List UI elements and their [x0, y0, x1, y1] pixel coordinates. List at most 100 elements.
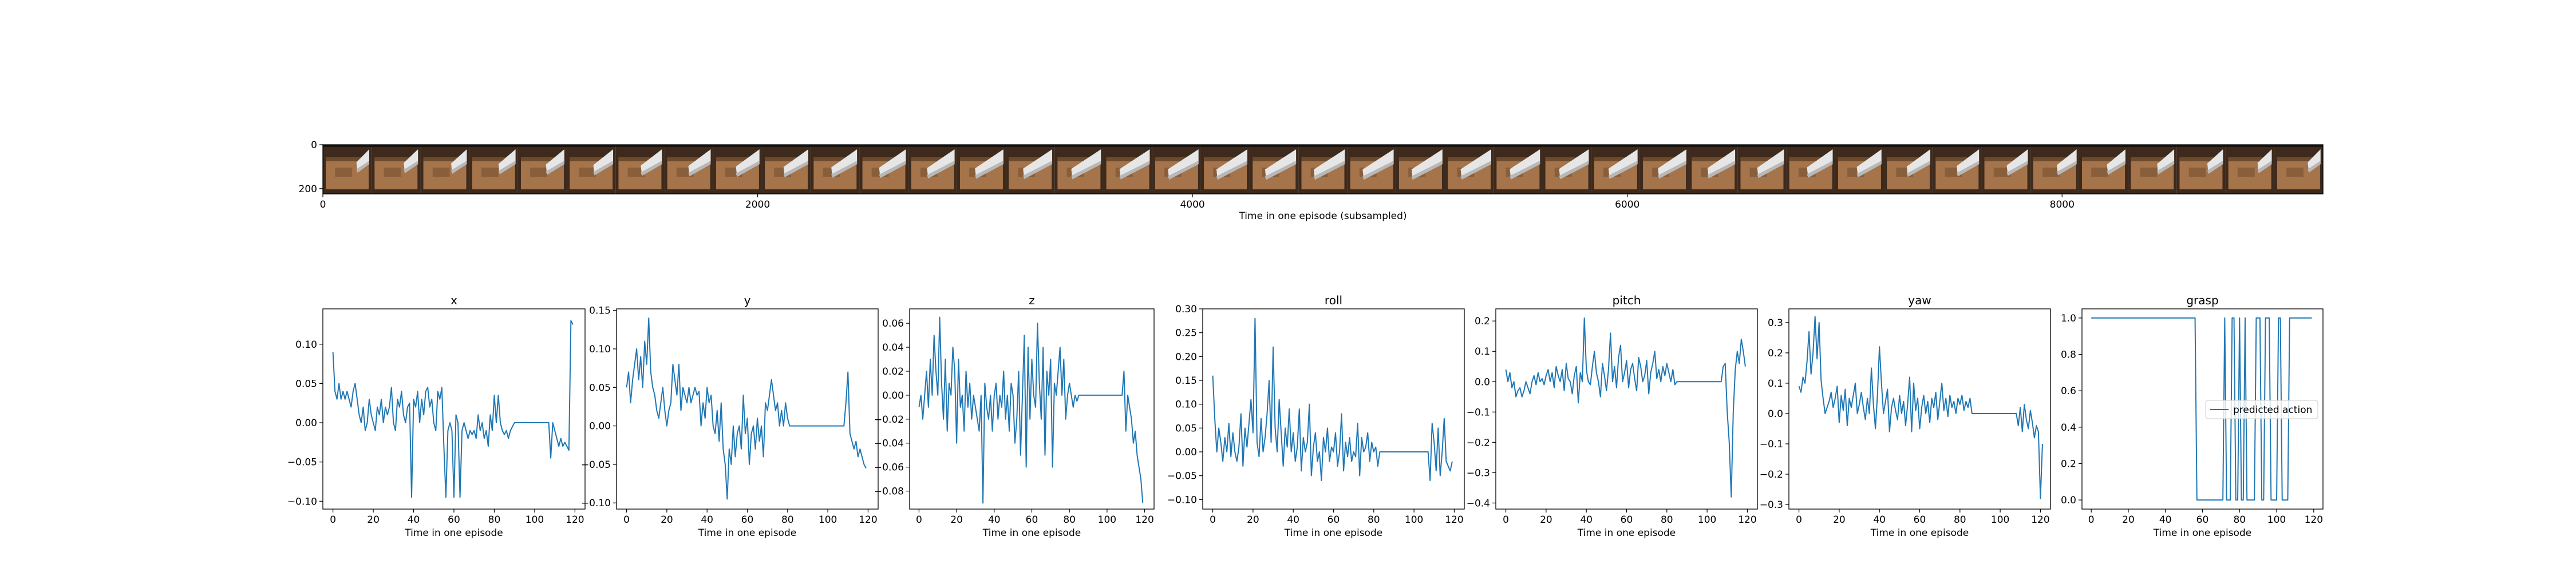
ytick-label: −0.05 — [1167, 471, 1197, 482]
frame-box-edge — [618, 157, 662, 161]
ytick-label: 0.2 — [2061, 458, 2076, 470]
frame-top-edge — [1006, 145, 1055, 147]
xtick-label: 80 — [488, 514, 501, 526]
frame-box-edge — [667, 157, 710, 161]
xtick-label: 20 — [950, 514, 963, 526]
ytick-label: 0.00 — [1175, 447, 1197, 458]
frame-robot-arm-shade — [1957, 161, 1980, 177]
frame-top-edge — [372, 145, 421, 147]
filmstrip-xtick-label: 0 — [320, 199, 326, 210]
filmstrip-frame — [2079, 145, 2128, 194]
frame-box-shadow — [432, 168, 450, 177]
frame-robot-arm — [1314, 149, 1345, 180]
xtick-label: 100 — [526, 514, 544, 526]
filmstrip-frame — [2225, 145, 2274, 194]
frame-top-edge — [1200, 145, 1250, 147]
frame-robot-arm — [1707, 149, 1736, 178]
frame-box-edge — [423, 157, 467, 161]
frame-robot-arm — [1757, 149, 1784, 178]
ytick-label: −0.05 — [581, 459, 611, 471]
frame-box-edge — [374, 157, 418, 161]
xtick-label: 20 — [1247, 514, 1259, 526]
frame-top-edge — [908, 145, 957, 147]
frame-robot-arm — [404, 149, 418, 173]
xtick-label: 80 — [2233, 514, 2246, 526]
frame-box-edge — [813, 157, 857, 161]
frame-box-edge — [1594, 157, 1637, 161]
frame-robot-arm-shade — [1314, 161, 1345, 180]
frame-top-edge — [2225, 145, 2274, 147]
filmstrip-frame — [567, 145, 616, 194]
frame-robot-arm-shade — [498, 161, 516, 174]
frame-robot-arm-shade — [1510, 161, 1540, 180]
filmstrip-frame — [372, 145, 421, 194]
frame-robot-arm-shade — [927, 161, 955, 178]
frame-top-edge — [2079, 145, 2128, 147]
frame-top-edge — [957, 145, 1006, 147]
ytick-label: 0.04 — [882, 342, 904, 353]
xtick-label: 0 — [1503, 514, 1509, 526]
series-line — [918, 316, 1144, 504]
frame-robot-arm-shade — [1608, 161, 1638, 179]
frame-top-edge — [1103, 145, 1152, 147]
axes-frame — [1202, 308, 1465, 510]
frame-robot-arm-shade — [1216, 161, 1247, 180]
xtick-label: 20 — [2122, 514, 2135, 526]
frame-robot-arm-shade — [1707, 161, 1736, 178]
frame-box-edge — [911, 157, 954, 161]
filmstrip-frame — [2274, 145, 2323, 194]
frame-box-edge — [716, 157, 759, 161]
xtick-label: 80 — [1954, 514, 1966, 526]
frame-robot-arm-shade — [356, 161, 369, 173]
xtick-label: 120 — [1135, 514, 1153, 526]
filmstrip-frame — [2128, 145, 2177, 194]
series-line — [1798, 316, 2043, 499]
xtick-label: 120 — [1738, 514, 1756, 526]
frame-box-shadow — [579, 168, 596, 177]
frame-box-edge — [1643, 157, 1686, 161]
filmstrip-frame — [1689, 145, 1738, 194]
filmstrip-yticks: 0 200 — [299, 140, 323, 195]
frame-box-shadow — [2091, 168, 2109, 177]
ytick-label: 0.3 — [1768, 317, 1783, 329]
series-line — [1212, 317, 1453, 481]
frame-robot-arm — [2057, 149, 2077, 176]
frame-robot-arm-shade — [1559, 161, 1589, 180]
frame-robot-arm — [1807, 149, 1833, 178]
frame-robot-arm-shade — [2257, 161, 2272, 173]
frame-top-edge — [664, 145, 713, 147]
frame-box-edge — [1740, 157, 1784, 161]
frame-top-edge — [1933, 145, 1982, 147]
frame-robot-arm — [1119, 149, 1150, 180]
frame-top-edge — [517, 145, 567, 147]
filmstrip-frame — [664, 145, 713, 194]
frame-robot-arm — [2207, 149, 2223, 174]
filmstrip-frame — [2030, 145, 2079, 194]
frame-robot-arm — [1510, 149, 1540, 180]
ytick-label: 0.1 — [1475, 346, 1490, 357]
xtick-label: 60 — [1327, 514, 1340, 526]
frame-top-edge — [1054, 145, 1104, 147]
frame-box-edge — [1398, 157, 1442, 161]
filmstrip-frame — [1737, 145, 1787, 194]
xtick-label: 100 — [1991, 514, 2009, 526]
ytick-label: 0.1 — [1768, 378, 1783, 390]
filmstrip-frame — [1591, 145, 1640, 194]
ytick-label: 0.0 — [1475, 376, 1490, 388]
frame-robot-arm — [1856, 149, 1882, 177]
frame-robot-arm-shade — [1265, 161, 1297, 180]
frame-box-edge — [1789, 157, 1832, 161]
frame-robot-arm — [1168, 149, 1199, 180]
filmstrip-frame — [1542, 145, 1591, 194]
frame-robot-arm-shade — [975, 161, 1003, 179]
ytick-label: 0.6 — [2061, 386, 2076, 397]
frame-box-edge — [520, 157, 564, 161]
axes-frame — [1788, 308, 2051, 510]
frame-top-edge — [713, 145, 762, 147]
xtick-label: 100 — [819, 514, 837, 526]
frame-box-edge — [1204, 157, 1247, 161]
filmstrip-frame-border — [322, 144, 2324, 194]
xtick-label: 80 — [781, 514, 794, 526]
frame-robot-arm — [831, 149, 858, 178]
